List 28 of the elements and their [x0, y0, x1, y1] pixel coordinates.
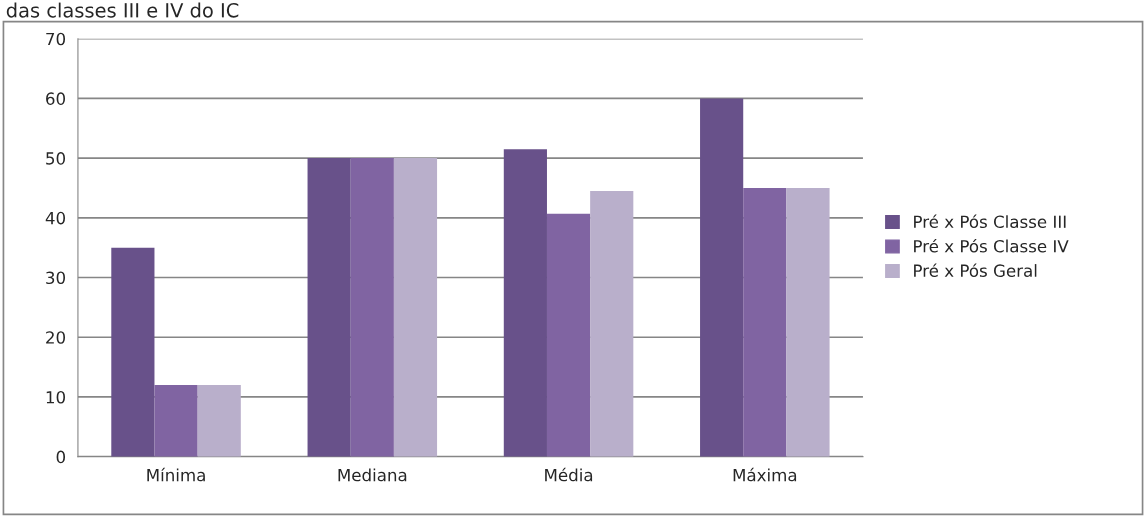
bar [700, 98, 744, 457]
x-tick-label: Mínima [147, 467, 205, 482]
bar [350, 158, 394, 457]
bar [197, 385, 241, 457]
y-tick-label: 10 [46, 390, 66, 404]
y-tick-label: 60 [46, 92, 66, 105]
bar [393, 158, 438, 457]
bar [154, 385, 198, 457]
bar [503, 149, 547, 457]
y-tick-label: 70 [46, 32, 66, 46]
bar [546, 213, 591, 457]
y-tick-label: 20 [46, 331, 66, 344]
x-tick-label: Mediana [338, 468, 407, 482]
bar [743, 187, 787, 457]
legend-label: Pré x Pós Classe III [914, 214, 1066, 229]
y-tick-label: 50 [46, 152, 66, 165]
legend-label: Pré x Pós Classe IV [914, 238, 1069, 253]
legend-label: Pré x Pós Geral [914, 263, 1037, 277]
x-tick-label: Máxima [733, 467, 797, 482]
chart-title: das classes III e IV do IC [6, 2, 239, 18]
y-tick-label: 40 [45, 211, 66, 225]
bar [590, 190, 634, 457]
bar [786, 187, 830, 457]
y-tick-label: 30 [46, 271, 66, 285]
bar [111, 247, 155, 457]
bar [307, 158, 351, 457]
y-tick-label: 0 [56, 450, 66, 464]
x-tick-label: Média [545, 467, 593, 482]
